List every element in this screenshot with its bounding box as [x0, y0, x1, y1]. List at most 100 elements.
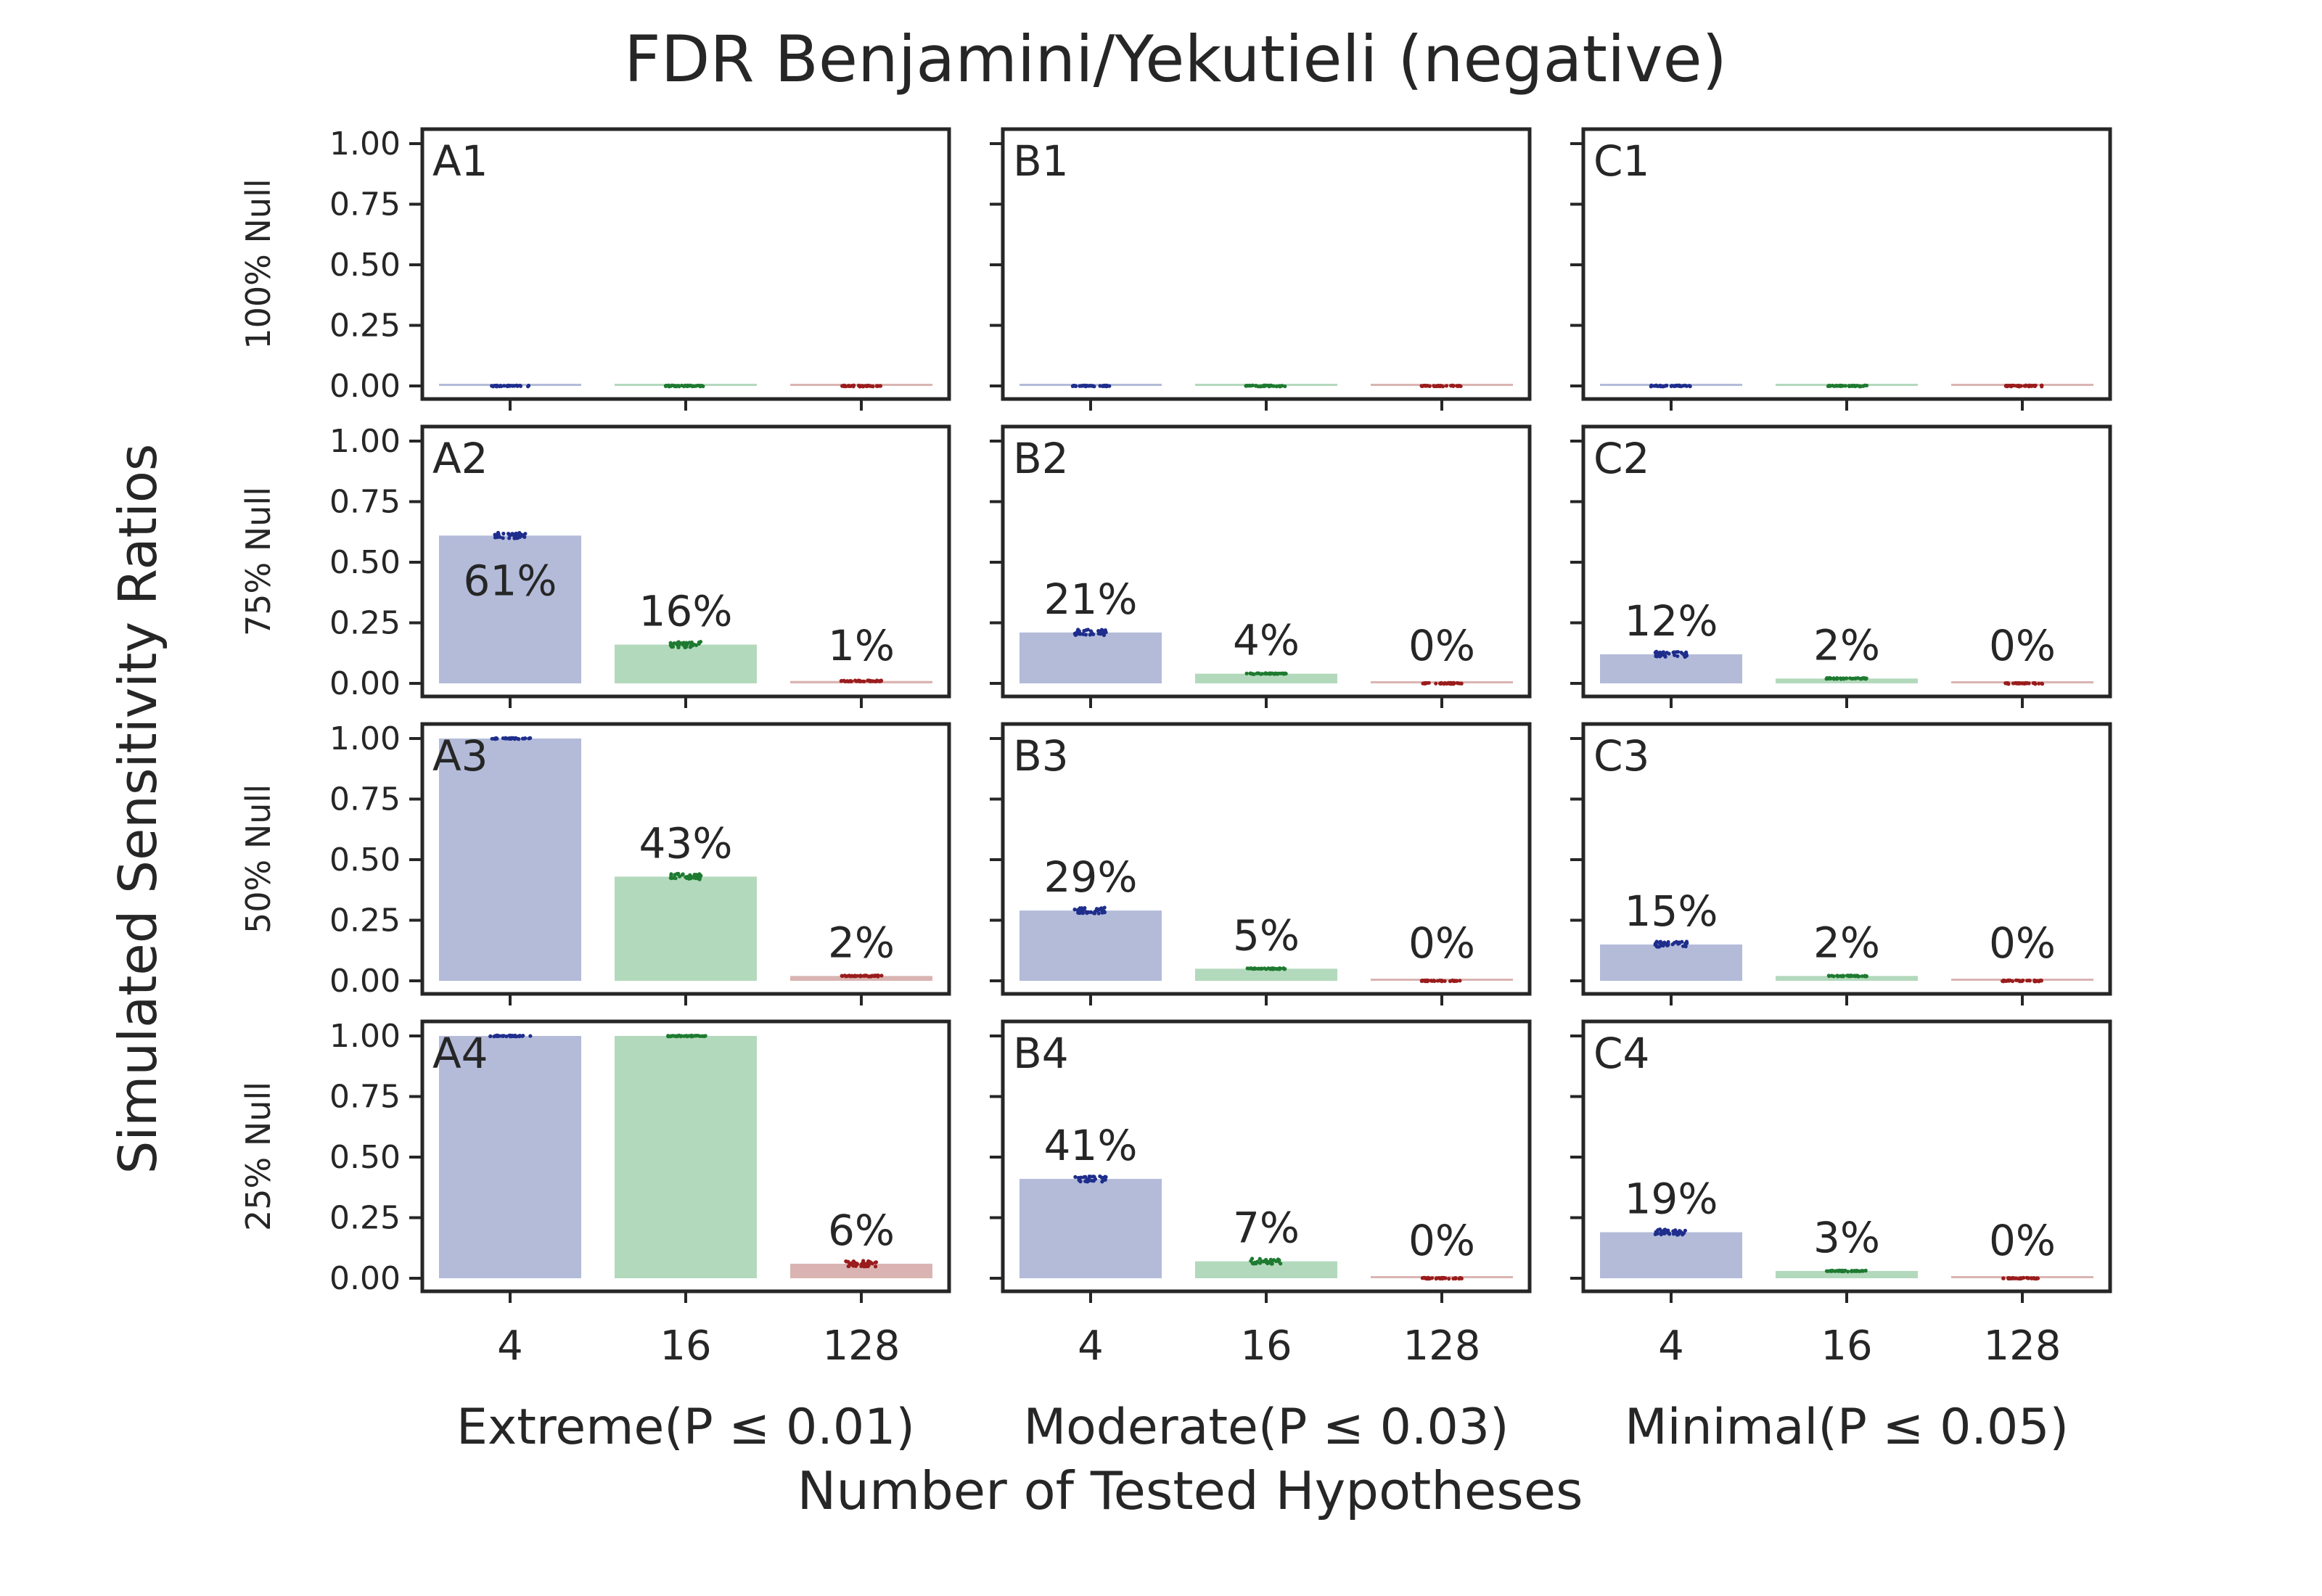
- points-a2-16: [668, 640, 703, 650]
- sim-point: [1432, 384, 1436, 388]
- sim-point: [1675, 654, 1680, 659]
- sim-point: [877, 679, 882, 683]
- sim-point: [520, 736, 525, 741]
- sim-point: [1426, 1275, 1430, 1280]
- sim-point: [512, 532, 516, 536]
- sim-point: [1283, 966, 1287, 971]
- sim-point: [694, 876, 698, 881]
- sim-point: [697, 1034, 702, 1038]
- sim-point: [2037, 681, 2041, 686]
- points-b4-4: [1073, 1174, 1108, 1184]
- sim-point: [1273, 966, 1277, 971]
- sim-point: [847, 974, 851, 978]
- y-tick-label: 0.50: [329, 544, 401, 581]
- points-a4-4: [488, 1033, 533, 1039]
- sim-point: [676, 645, 681, 650]
- sim-point: [1282, 671, 1287, 675]
- sim-point: [1083, 906, 1087, 910]
- sim-point: [2026, 1275, 2030, 1280]
- points-a4-16: [666, 1033, 707, 1039]
- sim-point: [1429, 979, 1434, 983]
- sim-point: [495, 532, 499, 537]
- sim-point: [501, 536, 505, 540]
- sim-point: [1847, 384, 1852, 388]
- sim-point: [1683, 1228, 1688, 1233]
- sim-point: [1073, 1175, 1078, 1180]
- panel-frame: [420, 127, 951, 401]
- points-c2-4: [1653, 649, 1689, 659]
- sim-point: [504, 1034, 509, 1039]
- sim-point: [681, 872, 685, 876]
- data-label-c4-4: 19%: [1625, 1175, 1718, 1224]
- sim-point: [1452, 979, 1456, 983]
- sim-point: [866, 974, 871, 979]
- sim-point: [1860, 676, 1864, 680]
- sim-point: [668, 643, 673, 648]
- panel-id-label: B3: [1013, 731, 1069, 781]
- sim-point: [863, 384, 868, 388]
- sim-point: [2035, 1276, 2040, 1280]
- bar-a4-128: [790, 1263, 932, 1278]
- bar-c4-4: [1600, 1232, 1742, 1278]
- sim-point: [1661, 943, 1665, 948]
- points-b4-128: [1420, 1275, 1464, 1281]
- sim-point: [492, 1034, 496, 1039]
- sim-point: [2004, 681, 2009, 686]
- row-label-0: 100% Null: [239, 178, 278, 349]
- sim-point: [1244, 671, 1249, 675]
- sim-point: [1650, 384, 1654, 388]
- data-label-b2-128: 0%: [1408, 621, 1475, 670]
- sim-point: [1089, 384, 1094, 388]
- sim-point: [848, 384, 853, 388]
- sim-point: [526, 384, 531, 388]
- points-b3-128: [1419, 978, 1462, 984]
- sim-point: [508, 1034, 513, 1039]
- sim-point: [1831, 677, 1837, 681]
- x-tick-label-4: 4: [1078, 1323, 1104, 1370]
- data-label-a2-4: 61%: [464, 556, 557, 605]
- sim-point: [1278, 384, 1283, 388]
- sim-point: [1679, 650, 1683, 655]
- panel-a1: A1 0.00 0.25 0.50 0.75 1.00: [329, 126, 951, 411]
- sim-point: [1839, 676, 1844, 680]
- bar-b3-4: [1020, 910, 1162, 981]
- sim-point: [501, 1034, 505, 1039]
- points-a2-128: [839, 678, 884, 683]
- sim-point: [861, 679, 865, 683]
- points-a3-4: [490, 736, 533, 741]
- x-tick-label-128: 128: [823, 1323, 901, 1370]
- sim-point: [2031, 681, 2035, 686]
- sim-point: [1834, 677, 1839, 681]
- y-tick-label: 0.25: [329, 902, 401, 939]
- points-b1-128: [1419, 383, 1463, 389]
- sim-point: [1101, 1175, 1105, 1180]
- sim-point: [1435, 384, 1440, 389]
- panel-id-label: A2: [432, 434, 488, 483]
- sim-point: [1658, 383, 1662, 388]
- data-label-c2-128: 0%: [1989, 621, 2056, 670]
- sim-point: [1437, 681, 1443, 686]
- sim-point: [2027, 384, 2031, 389]
- data-label-b2-16: 4%: [1233, 616, 1300, 665]
- sim-point: [1252, 672, 1256, 676]
- sim-point: [1250, 1261, 1255, 1265]
- sim-point: [1095, 908, 1099, 912]
- sim-point: [853, 678, 858, 683]
- sim-point: [1083, 1175, 1088, 1179]
- data-label-c2-16: 2%: [1813, 620, 1880, 670]
- bar-a4-4: [439, 1036, 581, 1278]
- panel-c3: 15% 2% 0% C3: [1570, 722, 2112, 1005]
- sim-point: [1665, 650, 1669, 655]
- points-b3-4: [1072, 905, 1107, 916]
- sim-point: [845, 679, 850, 683]
- sim-point: [2011, 681, 2016, 686]
- bar-c3-16: [1776, 976, 1918, 981]
- data-label-b4-4: 41%: [1044, 1121, 1138, 1170]
- sim-point: [2023, 384, 2028, 388]
- sim-point: [1252, 966, 1257, 971]
- sim-point: [840, 384, 845, 388]
- x-tick-label-128: 128: [1403, 1323, 1481, 1370]
- points-c3-4: [1653, 939, 1689, 949]
- y-tick-label: 0.75: [329, 484, 401, 521]
- sim-point: [1662, 940, 1667, 945]
